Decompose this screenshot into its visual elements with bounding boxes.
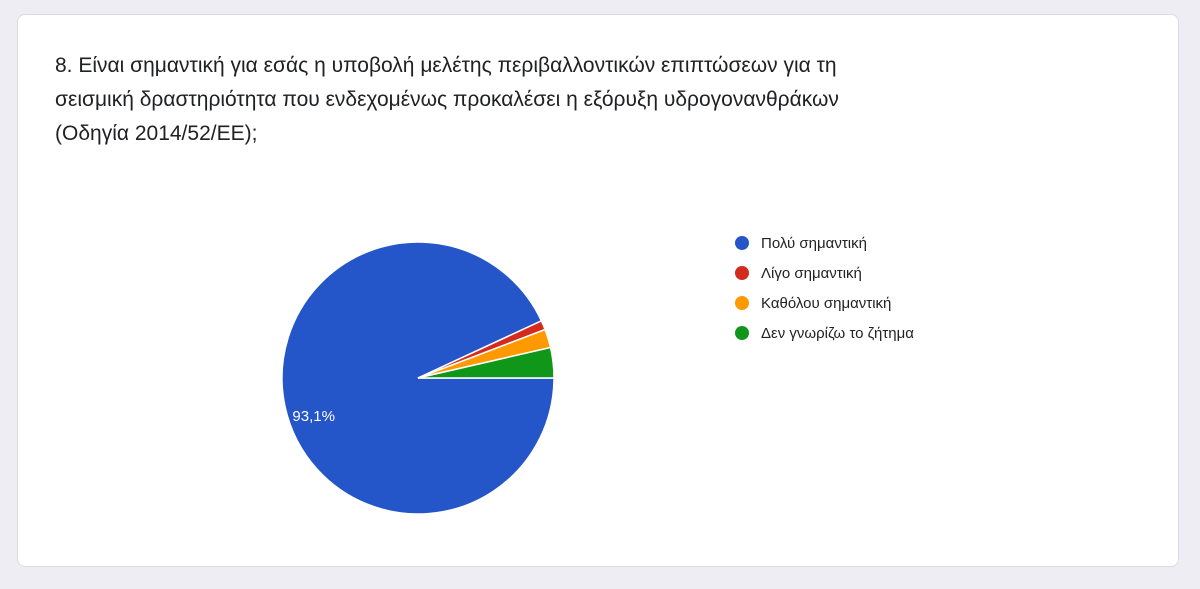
legend-item-1[interactable]: Πολύ σημαντική [735,228,914,258]
chart-legend: Πολύ σημαντική Λίγο σημαντική Καθόλου σημα… [735,228,914,348]
legend-label: Πολύ σημαντική [761,234,867,252]
pie-data-label-1: 93,1% [292,408,335,425]
legend-label: Δεν γνωρίζω το ζήτημα [761,324,914,342]
question-line-2: σεισμική δραστηριότητα που ενδεχομένως π… [55,88,839,111]
legend-item-2[interactable]: Λίγο σημαντική [735,258,914,288]
legend-color-dot [735,266,749,280]
legend-item-4[interactable]: Δεν γνωρίζω το ζήτημα [735,318,914,348]
pie-slice-1[interactable] [281,241,555,515]
legend-color-dot [735,326,749,340]
legend-label: Λίγο σημαντική [761,264,862,282]
legend-label: Καθόλου σημαντική [761,294,892,312]
legend-color-dot [735,296,749,310]
legend-item-3[interactable]: Καθόλου σημαντική [735,288,914,318]
question-title: 8. Είναι σημαντική για εσάς η υποβολή με… [55,49,1095,151]
pie-slice-4[interactable] [417,346,555,379]
question-card: 8. Είναι σημαντική για εσάς η υποβολή με… [17,14,1179,567]
question-line-1: 8. Είναι σημαντική για εσάς η υποβολή με… [55,54,837,77]
legend-color-dot [735,236,749,250]
question-line-3: (Οδηγία 2014/52/ΕΕ); [55,122,258,145]
